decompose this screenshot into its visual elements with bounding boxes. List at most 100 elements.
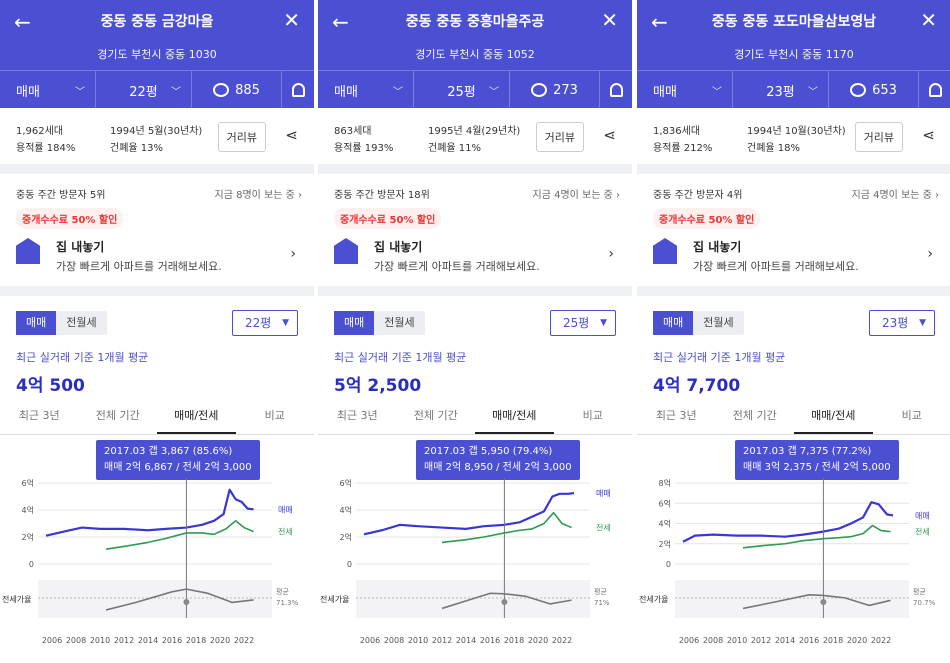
complex-title: 중동 중동 포도마을삼보영남 (711, 14, 877, 30)
pyeong-select[interactable]: 22평 ﹀ (96, 71, 192, 109)
divider (637, 286, 950, 296)
ratio-label: 전세가율 (320, 594, 349, 604)
sell-subtitle: 가장 빠르게 아파트를 거래해보세요. (374, 260, 540, 273)
sell-title[interactable]: 집 내놓기 (374, 240, 423, 254)
toggle-rent[interactable]: 전월세 (384, 316, 415, 329)
visitor-rank: 중동 주간 방문자 18위 (334, 190, 430, 201)
households: 1,836세대 (653, 126, 701, 137)
visitor-now: 지금 8명이 보는 중 › (214, 190, 303, 201)
tab-compare[interactable]: 비교 (901, 409, 922, 422)
complex-info: 1,962세대 용적률 184% 1994년 5월(30년차) 건폐율 13% … (0, 108, 314, 164)
x-tick-label: 2012 (114, 636, 134, 645)
jeonse-series-label: 전세 (278, 527, 293, 537)
pyeong-dropdown[interactable]: 25평 ▼ (550, 310, 616, 336)
series-line-sale (682, 501, 894, 543)
sell-subtitle: 가장 빠르게 아파트를 거래해보세요. (693, 260, 859, 273)
visitor-row[interactable]: 중동 주간 방문자 18위 지금 4명이 보는 중 › (318, 174, 632, 204)
tab-compare[interactable]: 비교 (264, 409, 285, 422)
notification-button[interactable] (600, 71, 632, 109)
pyeong-dropdown[interactable]: 23평 ▼ (869, 310, 935, 336)
tab-sale-jeonse[interactable]: 매매/전세 (794, 405, 873, 434)
sell-title[interactable]: 집 내놓기 (56, 240, 105, 254)
tab-recent-3y[interactable]: 최근 3년 (336, 409, 378, 422)
ratio-label: 전세가율 (639, 594, 668, 604)
y-tick-label: 6억 (340, 478, 352, 488)
deal-type-select[interactable]: 매매 ﹀ (318, 71, 414, 109)
tab-compare[interactable]: 비교 (582, 409, 603, 422)
y-tick-label: 2억 (659, 539, 671, 549)
panel-header: ← 중동 중동 중흥마을주공 ✕ 경기도 부천시 중동 1052 매매 ﹀ 25… (318, 0, 632, 109)
series-line-sale (45, 488, 254, 537)
divider (0, 164, 314, 174)
deal-toggle: 매매 전월세 (16, 311, 107, 335)
pyeong-select[interactable]: 23평 ﹀ (733, 71, 829, 109)
toggle-sale[interactable]: 매매 (334, 311, 375, 335)
chevron-right-icon[interactable]: › (290, 246, 296, 262)
toggle-rent[interactable]: 전월세 (66, 316, 97, 329)
toggle-rent[interactable]: 전월세 (703, 316, 734, 329)
complex-panel: ← 중동 중동 금강마을 ✕ 경기도 부천시 중동 1030 매매 ﹀ 22평 … (0, 0, 314, 663)
x-tick-label: 2018 (504, 636, 524, 645)
tooltip-gap: 2017.03 갭 3,867 (85.6%) (104, 446, 233, 457)
tab-recent-3y[interactable]: 최근 3년 (18, 409, 60, 422)
x-tick-label: 2010 (727, 636, 747, 645)
road-view-button[interactable]: 거리뷰 (535, 122, 584, 152)
share-icon[interactable]: ⋖ (922, 126, 935, 144)
x-tick-label: 2016 (799, 636, 819, 645)
house-icon (653, 238, 677, 264)
x-tick-label: 2006 (42, 636, 62, 645)
road-view-button[interactable]: 거리뷰 (854, 122, 903, 152)
pyeong-label: 23평 (766, 84, 795, 100)
triangle-down-icon: ▼ (600, 318, 607, 328)
y-tick-label: 8억 (659, 478, 671, 488)
avg-label: 평균 (913, 587, 926, 596)
tab-recent-3y[interactable]: 최근 3년 (655, 409, 697, 422)
comments-button[interactable]: 885 (192, 71, 282, 109)
visitor-row[interactable]: 중동 주간 방문자 4위 지금 4명이 보는 중 › (637, 174, 950, 204)
visitor-rank: 중동 주간 방문자 4위 (653, 190, 743, 201)
road-view-button[interactable]: 거리뷰 (217, 122, 266, 152)
close-icon[interactable]: ✕ (601, 8, 618, 32)
comments-button[interactable]: 653 (829, 71, 919, 109)
back-arrow-icon[interactable]: ← (14, 10, 31, 34)
deal-toggle: 매매 전월세 (653, 311, 744, 335)
toggle-sale[interactable]: 매매 (653, 311, 694, 335)
share-icon[interactable]: ⋖ (603, 126, 616, 144)
pyeong-select[interactable]: 25평 ﹀ (414, 71, 510, 109)
coverage-ratio: 건폐율 13% (110, 143, 164, 154)
close-icon[interactable]: ✕ (920, 8, 937, 32)
complex-title: 중동 중동 중흥마을주공 (405, 14, 545, 30)
tooltip-gap: 2017.03 갭 7,375 (77.2%) (743, 446, 872, 457)
notification-button[interactable] (282, 71, 314, 109)
filter-bar: 매매 ﹀ 22평 ﹀ 885 (0, 70, 314, 109)
close-icon[interactable]: ✕ (283, 8, 300, 32)
x-tick-label: 2008 (384, 636, 404, 645)
comments-button[interactable]: 273 (510, 71, 600, 109)
chevron-right-icon[interactable]: › (927, 246, 933, 262)
deal-type-select[interactable]: 매매 ﹀ (0, 71, 96, 109)
avg-label: 평균 (276, 587, 289, 596)
back-arrow-icon[interactable]: ← (332, 10, 349, 34)
x-tick-label: 2018 (186, 636, 206, 645)
tab-sale-jeonse[interactable]: 매매/전세 (475, 405, 554, 434)
pyeong-dropdown[interactable]: 22평 ▼ (232, 310, 298, 336)
chevron-down-icon: ﹀ (808, 87, 818, 98)
deal-type-select[interactable]: 매매 ﹀ (637, 71, 733, 109)
share-icon[interactable]: ⋖ (285, 126, 298, 144)
visitor-row[interactable]: 중동 주간 방문자 5위 지금 8명이 보는 중 › (0, 174, 314, 204)
x-tick-label: 2014 (775, 636, 795, 645)
tab-all-period[interactable]: 전체 기간 (95, 409, 140, 422)
back-arrow-icon[interactable]: ← (651, 10, 668, 34)
sell-title[interactable]: 집 내놓기 (693, 240, 742, 254)
chevron-right-icon[interactable]: › (608, 246, 614, 262)
notification-button[interactable] (919, 71, 950, 109)
comment-count: 273 (553, 82, 578, 98)
tab-all-period[interactable]: 전체 기간 (413, 409, 458, 422)
toggle-sale[interactable]: 매매 (16, 311, 57, 335)
tab-all-period[interactable]: 전체 기간 (732, 409, 777, 422)
tab-sale-jeonse[interactable]: 매매/전세 (157, 405, 236, 434)
x-tick-label: 2018 (823, 636, 843, 645)
